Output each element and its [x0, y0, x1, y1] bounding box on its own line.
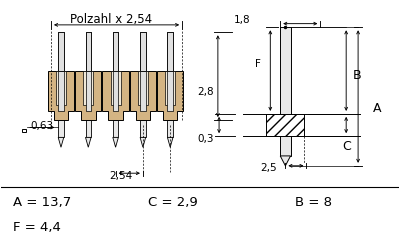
- Polygon shape: [113, 137, 118, 147]
- Bar: [140, 32, 146, 70]
- Polygon shape: [58, 137, 64, 147]
- Text: 0,63: 0,63: [30, 121, 53, 131]
- Bar: [58, 32, 64, 70]
- Text: B = 8: B = 8: [295, 196, 332, 209]
- Polygon shape: [280, 156, 290, 166]
- Text: C = 2,9: C = 2,9: [148, 196, 198, 209]
- Bar: [140, 32, 146, 70]
- Polygon shape: [157, 70, 183, 120]
- Text: A = 13,7: A = 13,7: [13, 196, 72, 209]
- Text: F = 4,4: F = 4,4: [13, 221, 61, 234]
- Bar: [140, 70, 146, 112]
- Bar: [168, 120, 173, 137]
- Bar: [266, 114, 304, 136]
- Text: 2,54: 2,54: [109, 171, 132, 181]
- Bar: [86, 32, 91, 70]
- Text: B: B: [353, 69, 362, 82]
- Bar: [86, 32, 91, 70]
- Text: 2,5: 2,5: [260, 163, 277, 173]
- Polygon shape: [140, 137, 146, 147]
- Text: C: C: [342, 140, 351, 152]
- Bar: [113, 32, 118, 70]
- Polygon shape: [130, 70, 156, 120]
- Bar: [113, 32, 118, 70]
- Polygon shape: [102, 70, 129, 120]
- Polygon shape: [56, 70, 66, 105]
- Polygon shape: [83, 70, 93, 105]
- Text: 2,8: 2,8: [197, 87, 214, 97]
- Text: 0,3: 0,3: [198, 134, 214, 143]
- Polygon shape: [86, 137, 91, 147]
- Polygon shape: [110, 70, 120, 105]
- Text: Polzahl x 2,54: Polzahl x 2,54: [70, 14, 152, 26]
- Text: 1,8: 1,8: [234, 15, 250, 25]
- Bar: [58, 70, 64, 112]
- Bar: [168, 32, 173, 70]
- Polygon shape: [75, 70, 102, 120]
- Polygon shape: [48, 70, 74, 120]
- Bar: [22, 130, 26, 132]
- Bar: [140, 120, 146, 137]
- Bar: [58, 120, 64, 137]
- Text: A: A: [373, 102, 381, 116]
- Text: F: F: [255, 60, 261, 70]
- Bar: [280, 27, 290, 156]
- Bar: [58, 32, 64, 70]
- Bar: [168, 32, 173, 70]
- Bar: [168, 70, 173, 112]
- Bar: [86, 70, 91, 112]
- Bar: [113, 70, 118, 112]
- Polygon shape: [138, 70, 148, 105]
- Bar: [86, 120, 91, 137]
- Bar: [113, 120, 118, 137]
- Polygon shape: [168, 137, 173, 147]
- Polygon shape: [165, 70, 175, 105]
